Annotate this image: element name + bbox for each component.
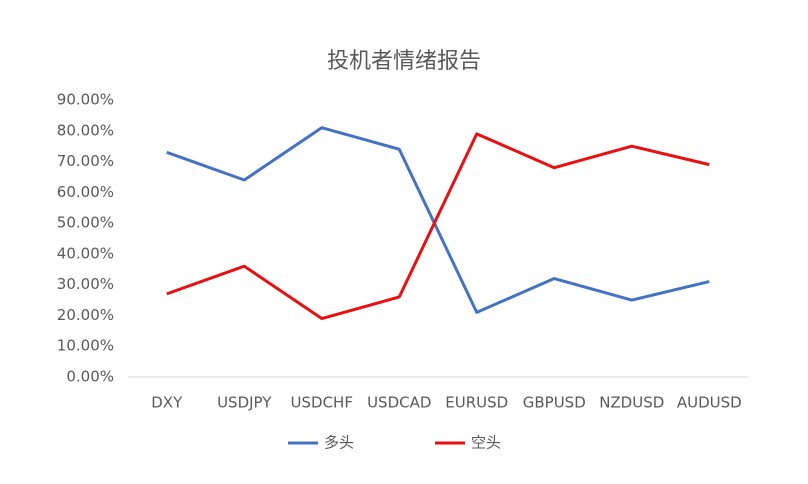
line-series [166,126,710,314]
x-tick-label: USDCAD [367,394,431,412]
y-tick-label: 90.00% [57,91,114,109]
y-tick-label: 60.00% [57,183,114,201]
y-tick-label: 70.00% [57,152,114,170]
y-tick-label: 20.00% [57,306,114,324]
y-tick-label: 40.00% [57,244,114,262]
chart-title: 投机者情绪报告 [327,49,481,74]
y-tick-label: 30.00% [57,275,114,293]
x-tick-label: NZDUSD [599,394,664,412]
x-tick-label: USDCHF [291,394,353,412]
line-series [166,132,710,321]
y-tick-label: 0.00% [66,368,114,386]
legend-label: 空头 [471,434,501,452]
y-tick-label: 80.00% [57,121,114,139]
x-tick-label: EURUSD [445,394,508,412]
x-tick-label: GBPUSD [523,394,586,412]
y-tick-label: 10.00% [57,337,114,355]
x-tick-label: AUDUSD [677,394,742,412]
x-tick-label: USDJPY [217,394,272,412]
x-tick-label: DXY [151,394,183,412]
legend-label: 多头 [324,434,354,452]
y-tick-label: 50.00% [57,214,114,232]
